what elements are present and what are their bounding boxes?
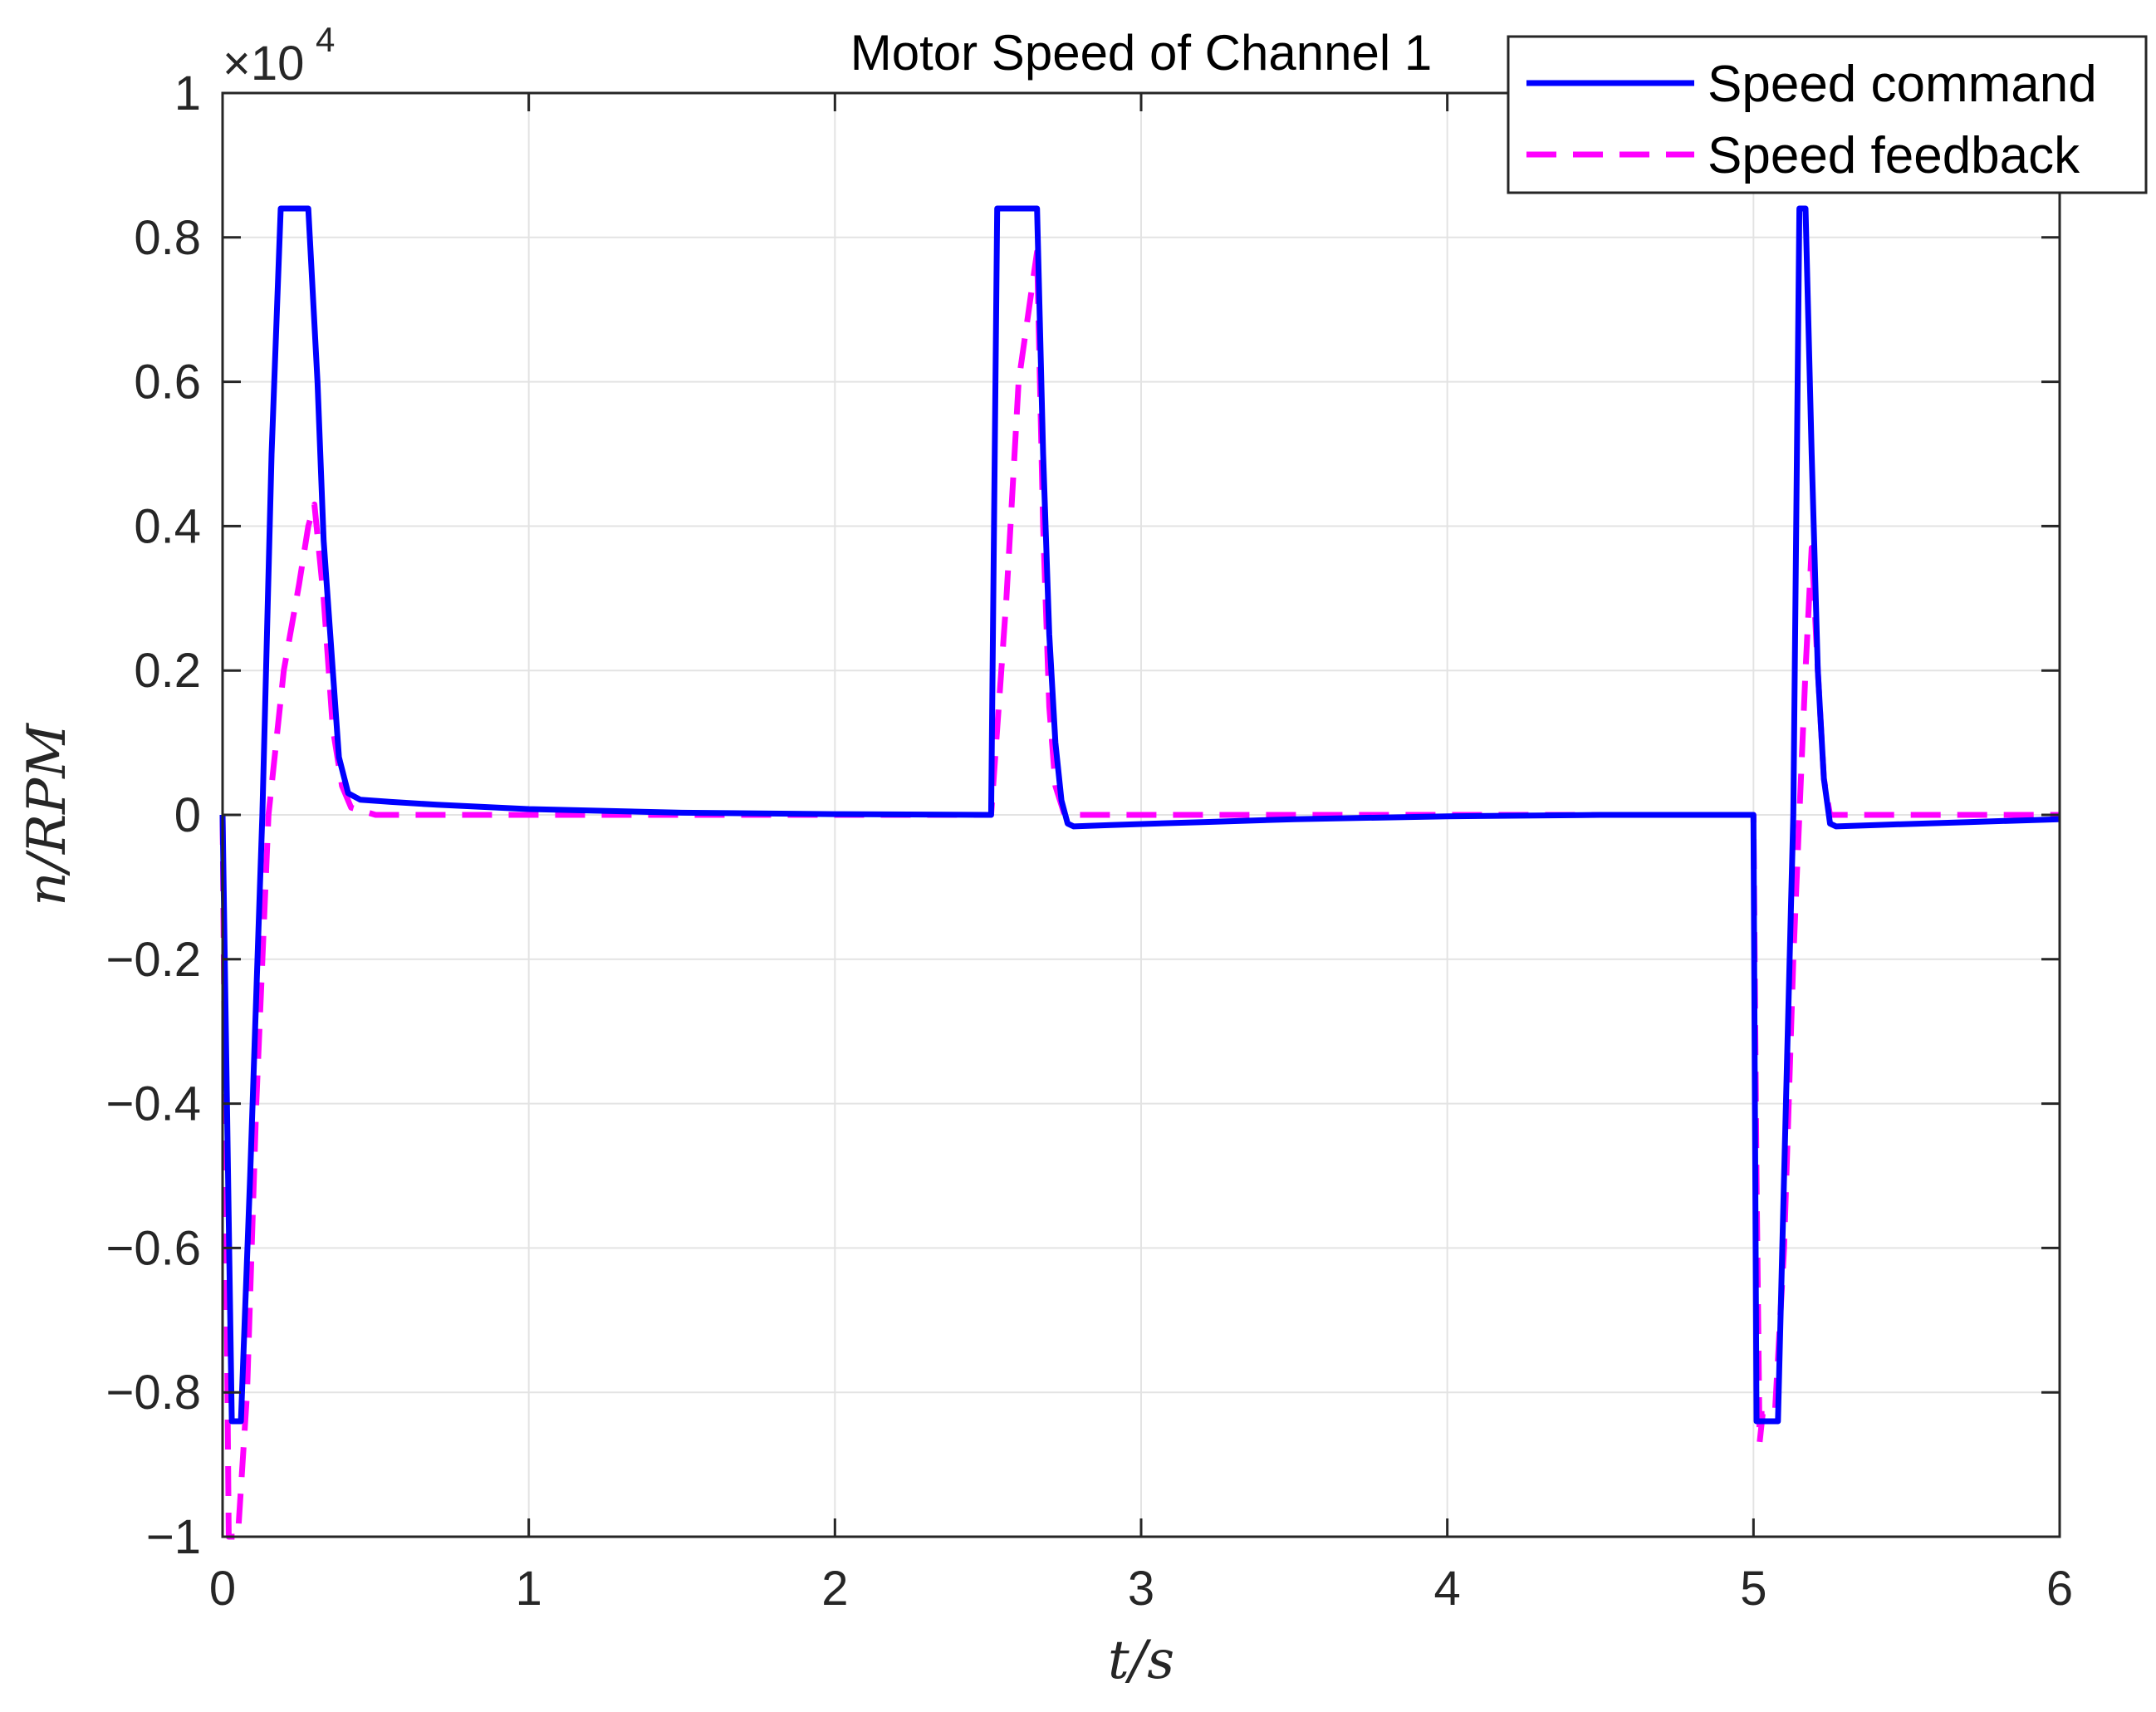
- y-tick-label: 1: [174, 66, 201, 120]
- y-tick-label: −0.6: [106, 1221, 202, 1275]
- x-tick-label: 5: [1740, 1562, 1766, 1616]
- y-tick-label: −0.8: [106, 1366, 202, 1420]
- x-tick-labels: 0 1 2 3 4 5 6: [209, 1562, 2073, 1616]
- y-tick-label: −0.4: [106, 1077, 202, 1131]
- y-tick-label: 0.2: [134, 644, 201, 698]
- y-tick-labels: −1 −0.8 −0.6 −0.4 −0.2 0 0.2 0.4 0.6 0.8 1: [106, 66, 202, 1564]
- y-tick-label: −0.2: [106, 933, 202, 987]
- x-axis-label: t/s: [1108, 1630, 1174, 1691]
- y-tick-label: −1: [146, 1510, 201, 1564]
- chart-title: Motor Speed of Channel 1: [850, 25, 1432, 81]
- y-exponent-base: ×10: [223, 37, 304, 91]
- y-tick-label: 0.4: [134, 499, 201, 553]
- y-tick-label: 0.6: [134, 356, 201, 410]
- y-tick-label: 0: [174, 788, 201, 842]
- y-axis-label: n/RPM: [17, 723, 78, 906]
- series-line-speed-feedback: [219, 248, 2060, 1540]
- legend: Speed command Speed feedback: [1507, 35, 2148, 194]
- ticks: [221, 91, 2061, 1538]
- x-tick-label: 4: [1434, 1562, 1461, 1616]
- legend-label-speed-command: Speed command: [1708, 56, 2097, 113]
- x-tick-label: 2: [821, 1562, 848, 1616]
- x-tick-label: 3: [1128, 1562, 1154, 1616]
- y-exponent: 4: [316, 20, 335, 59]
- x-tick-label: 0: [209, 1562, 236, 1616]
- x-tick-label: 1: [516, 1562, 542, 1616]
- series-layer: [219, 205, 2060, 1540]
- x-tick-label: 6: [2046, 1562, 2073, 1616]
- legend-box: [1507, 35, 2148, 194]
- legend-label-speed-feedback: Speed feedback: [1708, 127, 2080, 184]
- series-line-speed-command: [219, 205, 2060, 1425]
- y-tick-label: 0.8: [134, 211, 201, 265]
